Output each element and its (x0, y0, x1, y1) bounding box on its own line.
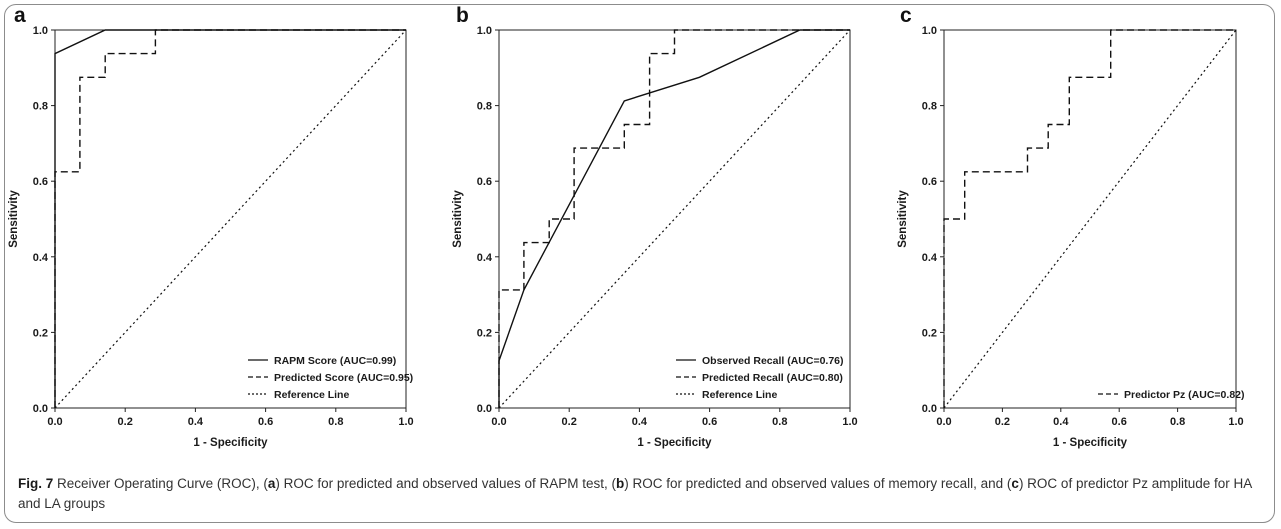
plot-area (498, 29, 851, 409)
roc-curve-dashed (498, 29, 850, 408)
x-tick-label: 0.4 (188, 416, 204, 428)
roc-curve-solid (498, 29, 850, 408)
y-tick-label: 1.0 (922, 25, 937, 37)
y-tick-label: 0.4 (922, 252, 938, 264)
legend-entry: Predicted Score (AUC=0.95) (274, 372, 413, 384)
figure-frame (4, 4, 1275, 523)
y-tick-label: 0.4 (477, 252, 493, 264)
figure-caption: Fig. 7 Receiver Operating Curve (ROC), (… (18, 474, 1258, 514)
caption-text-3: ) ROC for predicted and observed values … (624, 476, 1012, 491)
legend-entry: Observed Recall (AUC=0.76) (702, 355, 844, 367)
legend: RAPM Score (AUC=0.99) Predicted Score (AU… (248, 355, 413, 401)
legend-entry: Reference Line (274, 389, 349, 401)
caption-fig-label: Fig. 7 (18, 476, 54, 491)
panel-letter: b (456, 4, 469, 27)
roc-curve-solid (54, 29, 406, 408)
y-tick-label: 0.8 (33, 101, 48, 113)
y-tick-label: 0.4 (33, 252, 49, 264)
caption-panel-c: c (1011, 476, 1019, 491)
legend: Observed Recall (AUC=0.76) Predicted Reca… (676, 355, 844, 401)
y-tick-label: 0.8 (922, 101, 937, 113)
x-tick-label: 1.0 (842, 416, 857, 428)
y-tick-label: 0.0 (33, 403, 48, 415)
x-tick-label: 0.0 (491, 416, 506, 428)
y-tick-label: 0.2 (33, 327, 48, 339)
x-tick-label: 0.2 (995, 416, 1010, 428)
y-tick-label: 1.0 (477, 25, 492, 37)
x-tick-label: 1.0 (398, 416, 413, 428)
x-axis-label: 1 - Specificity (1053, 437, 1128, 449)
y-tick-label: 0.8 (477, 101, 492, 113)
y-axis-label: Sensitivity (8, 190, 20, 248)
x-tick-label: 0.6 (702, 416, 717, 428)
roc-panel-c: c 0.0 0.2 0.4 0.6 0.8 1.0 0.0 0.2 0.4 0.6 0.8 1.0 1 -… (897, 4, 1245, 449)
legend-entry: Predictor Pz (AUC=0.82) (1124, 389, 1245, 401)
legend-entry: Reference Line (702, 389, 777, 401)
x-axis-label: 1 - Specificity (637, 437, 712, 449)
x-axis-label: 1 - Specificity (193, 437, 268, 449)
caption-text-4: ) ROC of predictor Pz amplitude for HA a… (18, 476, 1252, 511)
caption-text-1: Receiver Operating Curve (ROC), ( (53, 476, 268, 491)
x-tick-label: 0.6 (258, 416, 273, 428)
x-tick-label: 0.4 (632, 416, 648, 428)
x-tick-label: 0.8 (328, 416, 343, 428)
roc-curve-dashed (943, 29, 1236, 408)
panel-letter: c (900, 4, 912, 27)
y-tick-label: 1.0 (33, 25, 48, 37)
roc-figure: a 0.0 0.2 0.4 0.6 0.8 1.0 0.0 0.2 0.4 0.6 0.8 1.0 1 -… (8, 4, 1245, 449)
x-tick-label: 0.6 (1112, 416, 1127, 428)
x-tick-label: 0.8 (1170, 416, 1185, 428)
roc-curve-dotted (943, 29, 1237, 409)
roc-panel-a: a 0.0 0.2 0.4 0.6 0.8 1.0 0.0 0.2 0.4 0.6 0.8 1.0 1 -… (8, 4, 414, 449)
legend: Predictor Pz (AUC=0.82) (1098, 389, 1245, 401)
y-tick-label: 0.0 (922, 403, 937, 415)
x-tick-label: 1.0 (1228, 416, 1243, 428)
y-tick-label: 0.2 (922, 327, 937, 339)
plot-area (54, 29, 407, 409)
roc-panel-b: b 0.0 0.2 0.4 0.6 0.8 1.0 0.0 0.2 0.4 0.6 0.8 1.0 1 -… (452, 4, 858, 449)
y-tick-label: 0.6 (922, 176, 937, 188)
y-tick-label: 0.6 (33, 176, 48, 188)
x-tick-label: 0.0 (47, 416, 62, 428)
caption-text-2: ) ROC for predicted and observed values … (275, 476, 616, 491)
y-axis-label: Sensitivity (452, 190, 464, 248)
roc-curve-dotted (54, 29, 407, 409)
x-tick-label: 0.4 (1053, 416, 1069, 428)
x-tick-label: 0.2 (118, 416, 133, 428)
caption-panel-b: b (616, 476, 625, 491)
caption-panel-a: a (267, 476, 276, 491)
panel-letter: a (14, 4, 26, 27)
x-tick-label: 0.0 (936, 416, 951, 428)
y-axis-label: Sensitivity (897, 190, 909, 248)
legend-entry: Predicted Recall (AUC=0.80) (702, 372, 843, 384)
y-tick-label: 0.6 (477, 176, 492, 188)
y-tick-label: 0.0 (477, 403, 492, 415)
roc-curve-dotted (498, 29, 851, 409)
x-tick-label: 0.2 (562, 416, 577, 428)
legend-entry: RAPM Score (AUC=0.99) (274, 355, 396, 367)
x-tick-label: 0.8 (772, 416, 787, 428)
y-tick-label: 0.2 (477, 327, 492, 339)
roc-curve-dashed (54, 29, 406, 408)
